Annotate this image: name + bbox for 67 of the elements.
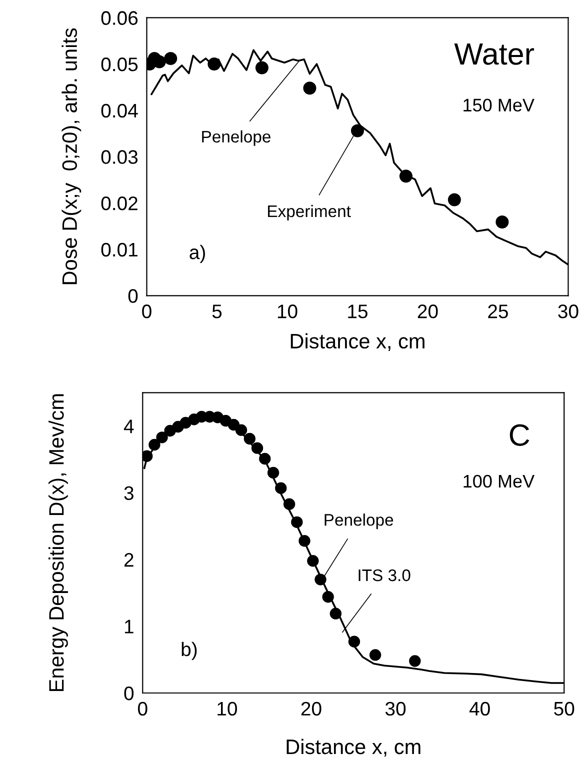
point <box>399 170 412 183</box>
point <box>314 574 326 586</box>
point <box>275 482 287 494</box>
point <box>330 608 342 620</box>
y-tick-label: 4 <box>124 420 134 434</box>
y-tick-label: 0.04 <box>101 104 138 118</box>
point <box>448 193 461 206</box>
x-tick-label: 25 <box>488 304 508 318</box>
y-tick-label: 1 <box>124 620 134 634</box>
point <box>164 52 178 65</box>
x-tick-label: 10 <box>278 304 298 318</box>
y-tick-label: 0.05 <box>101 58 138 72</box>
annotation: ITS 3.0 <box>358 569 410 582</box>
point <box>267 466 280 479</box>
point <box>244 432 256 445</box>
point <box>235 424 248 436</box>
point <box>142 450 153 462</box>
point <box>369 649 382 661</box>
x-tick-label: 50 <box>554 702 574 716</box>
annotation: Water <box>454 44 534 65</box>
point <box>409 655 421 667</box>
x-tick-label: 15 <box>348 304 368 318</box>
point <box>148 438 160 451</box>
annotation: 100 MeV <box>464 474 535 488</box>
point <box>298 535 310 547</box>
point <box>156 432 168 444</box>
y-axis-title: Dose D(x;y 0;z0), arb. units <box>62 28 82 284</box>
point <box>322 591 334 603</box>
y-tick-label: 0.06 <box>101 11 138 25</box>
x-tick-label: 0 <box>142 304 152 318</box>
point <box>251 442 264 454</box>
point <box>350 124 364 138</box>
annotation: a) <box>190 244 205 264</box>
point <box>228 418 240 431</box>
point <box>259 452 271 465</box>
x-tick-label: 0 <box>138 702 148 716</box>
point <box>255 61 268 74</box>
annotation: Penelope <box>324 514 394 530</box>
x-tick-label: 30 <box>558 304 578 318</box>
y-axis-title: Energy Deposition D(x), Mev/cm <box>48 394 68 692</box>
y-tick-label: 0 <box>128 289 138 303</box>
point <box>303 82 316 95</box>
annotation: Penelope <box>202 130 270 146</box>
x-tick-label: 20 <box>301 702 322 716</box>
x-tick-label: 5 <box>212 304 222 318</box>
point <box>496 216 509 229</box>
y-tick-label: 0 <box>124 686 134 700</box>
point <box>307 555 319 567</box>
y-tick-label: 0.02 <box>101 196 138 210</box>
x-tick-label: 10 <box>218 702 237 716</box>
annotation: C <box>510 424 530 446</box>
annotation: Experiment <box>268 204 351 220</box>
point <box>348 636 360 648</box>
annotation: 150 MeV <box>464 98 534 112</box>
y-tick-label: 0.03 <box>101 150 138 164</box>
x-tick-label: 40 <box>469 702 490 716</box>
point <box>291 516 303 528</box>
annotation: b) <box>182 642 197 660</box>
x-axis-title: Distance x, cm <box>290 333 424 352</box>
y-tick-label: 3 <box>124 486 134 500</box>
point <box>208 58 221 71</box>
x-tick-label: 20 <box>418 304 438 318</box>
x-axis-title: Distance x, cm <box>286 738 420 757</box>
y-tick-label: 2 <box>124 553 134 567</box>
x-tick-label: 30 <box>385 702 406 716</box>
point <box>283 498 296 510</box>
y-tick-label: 0.01 <box>101 242 138 257</box>
